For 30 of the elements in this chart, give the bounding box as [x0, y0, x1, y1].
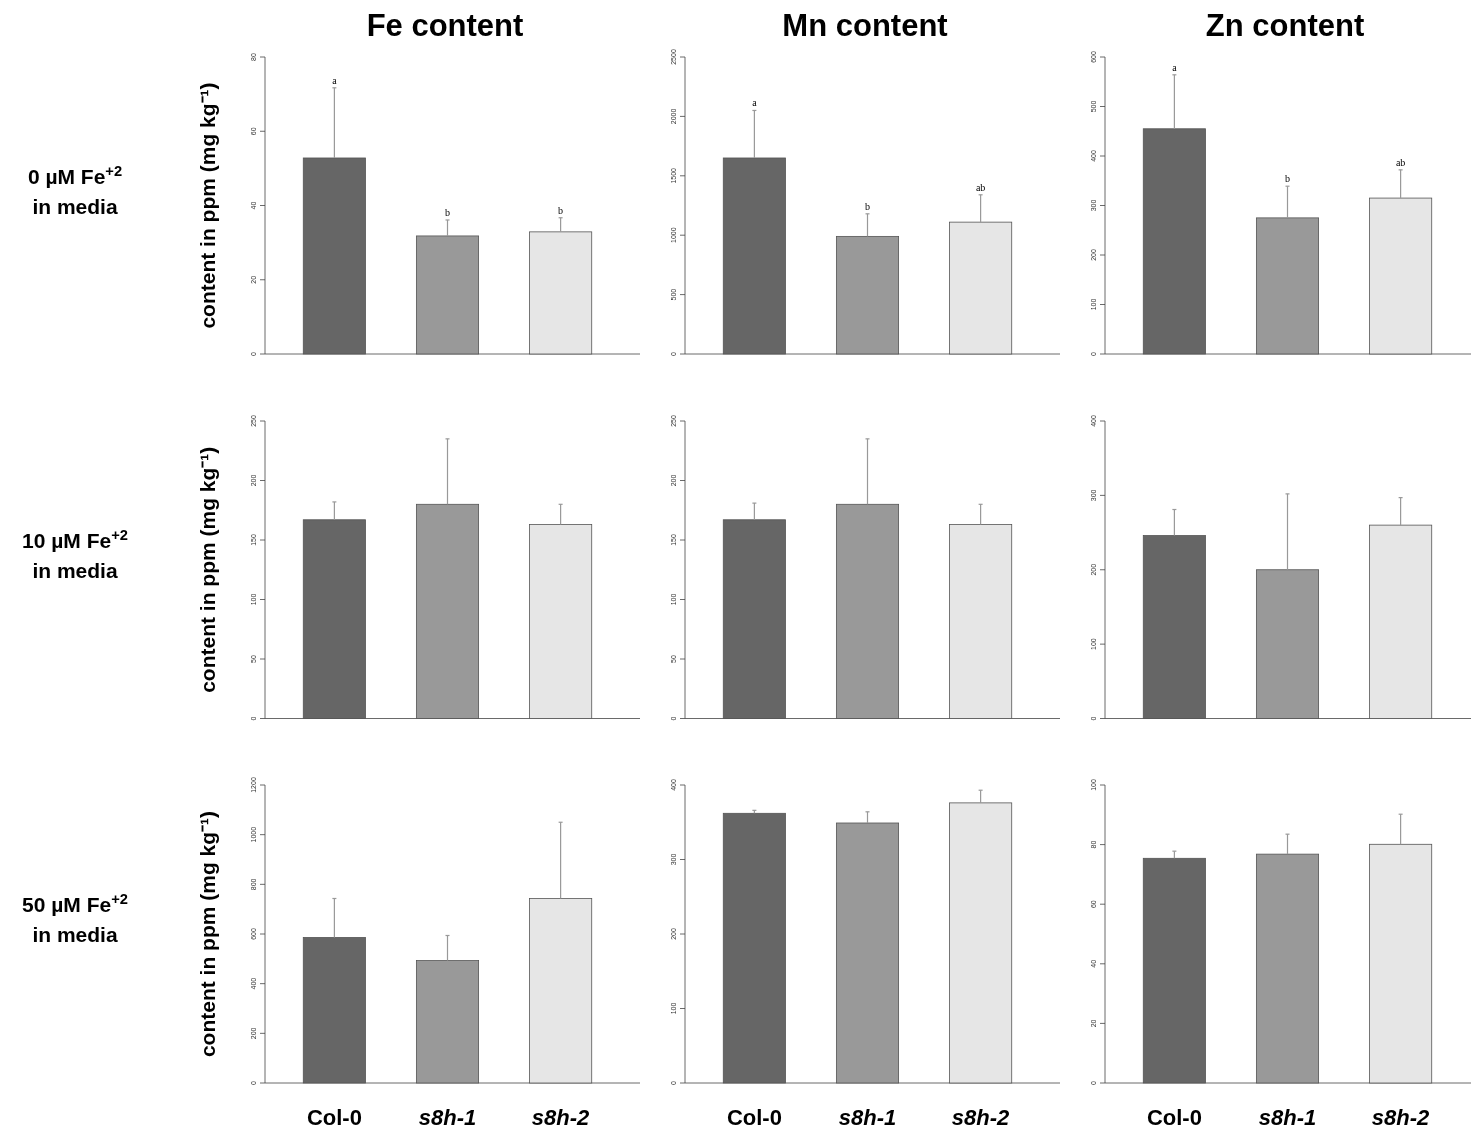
chart-title: Zn content [1205, 8, 1365, 43]
annotation: a [752, 97, 758, 109]
text: in media [32, 558, 118, 582]
x-tick-label: s8h-2 [531, 1105, 591, 1130]
chart-title: Mn content [782, 8, 948, 43]
x-tick-label: s8h-1 [1258, 1105, 1317, 1130]
x-tick-label: s8h-1 [838, 1105, 897, 1130]
y-axis-title: content in ppm (mg kg⁻¹) [196, 810, 219, 1058]
y-axis-title: content in ppm (mg kg⁻¹) [196, 82, 219, 329]
annotation: a [332, 74, 338, 86]
x-tick-label: Col-0 [726, 1105, 782, 1130]
annotation: ab [1395, 156, 1406, 168]
x-tick-label: s8h-2 [1371, 1105, 1431, 1130]
annotation: b [445, 206, 450, 218]
text: 50 µM Fe$^{+2}$ [22, 891, 128, 916]
annotation: b [558, 204, 564, 216]
text: 10 µM Fe$^{+2}$ [22, 526, 128, 552]
text: in media [32, 923, 118, 946]
annotation: ab [975, 181, 986, 193]
x-tick-label: Col-0 [306, 1105, 362, 1130]
annotation: a [1172, 61, 1178, 73]
x-tick-label: s8h-1 [418, 1105, 477, 1130]
x-tick-label: s8h-2 [951, 1105, 1011, 1130]
annotation: b [865, 200, 870, 212]
chart-title: Fe content [366, 8, 524, 43]
text: in media [32, 194, 118, 218]
text: 0 µM Fe$^{+2}$ [27, 162, 123, 188]
y-axis-title: content in ppm (mg kg⁻¹) [196, 446, 219, 693]
annotation: b [1285, 173, 1290, 185]
x-tick-label: Col-0 [1146, 1105, 1202, 1130]
